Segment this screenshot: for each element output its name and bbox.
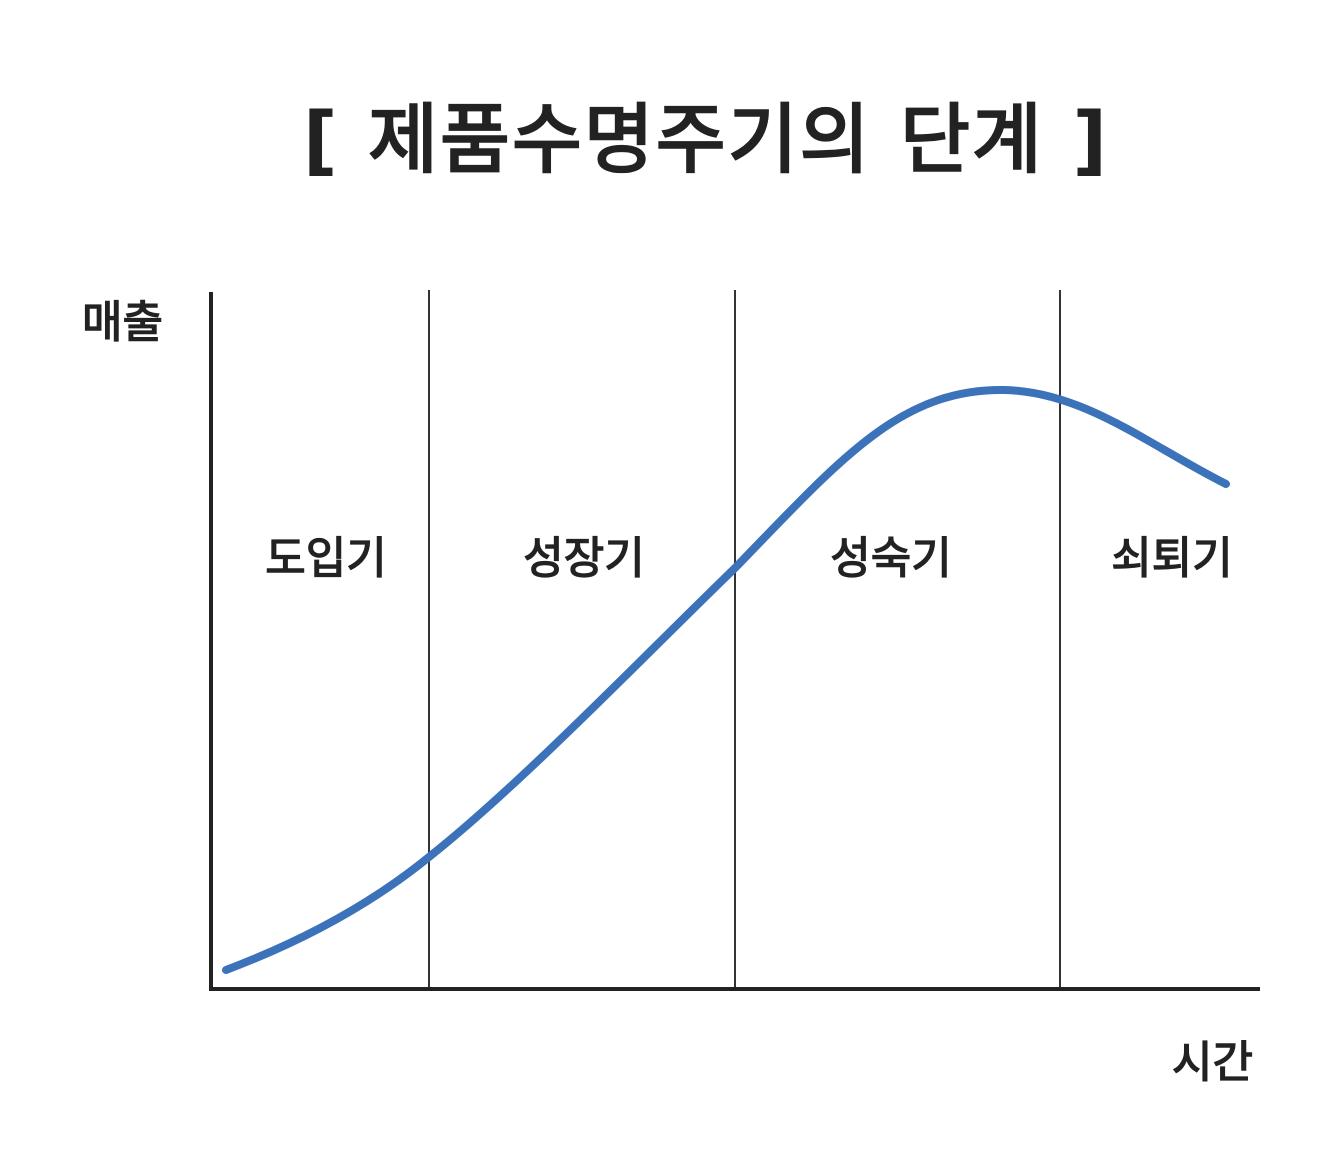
x-axis-label: 시간: [1172, 1037, 1253, 1088]
stage-label-growth: 성장기: [523, 533, 645, 584]
y-axis-label: 매출: [82, 297, 163, 348]
sales-curve: [222, 385, 1230, 974]
stage-label-introduction: 도입기: [265, 533, 387, 584]
diagram-title: [ 제품수명주기의 단계 ]: [302, 95, 1110, 184]
stage-label-decline: 쇠퇴기: [1111, 533, 1233, 584]
stage-label-maturity: 성숙기: [830, 533, 952, 584]
